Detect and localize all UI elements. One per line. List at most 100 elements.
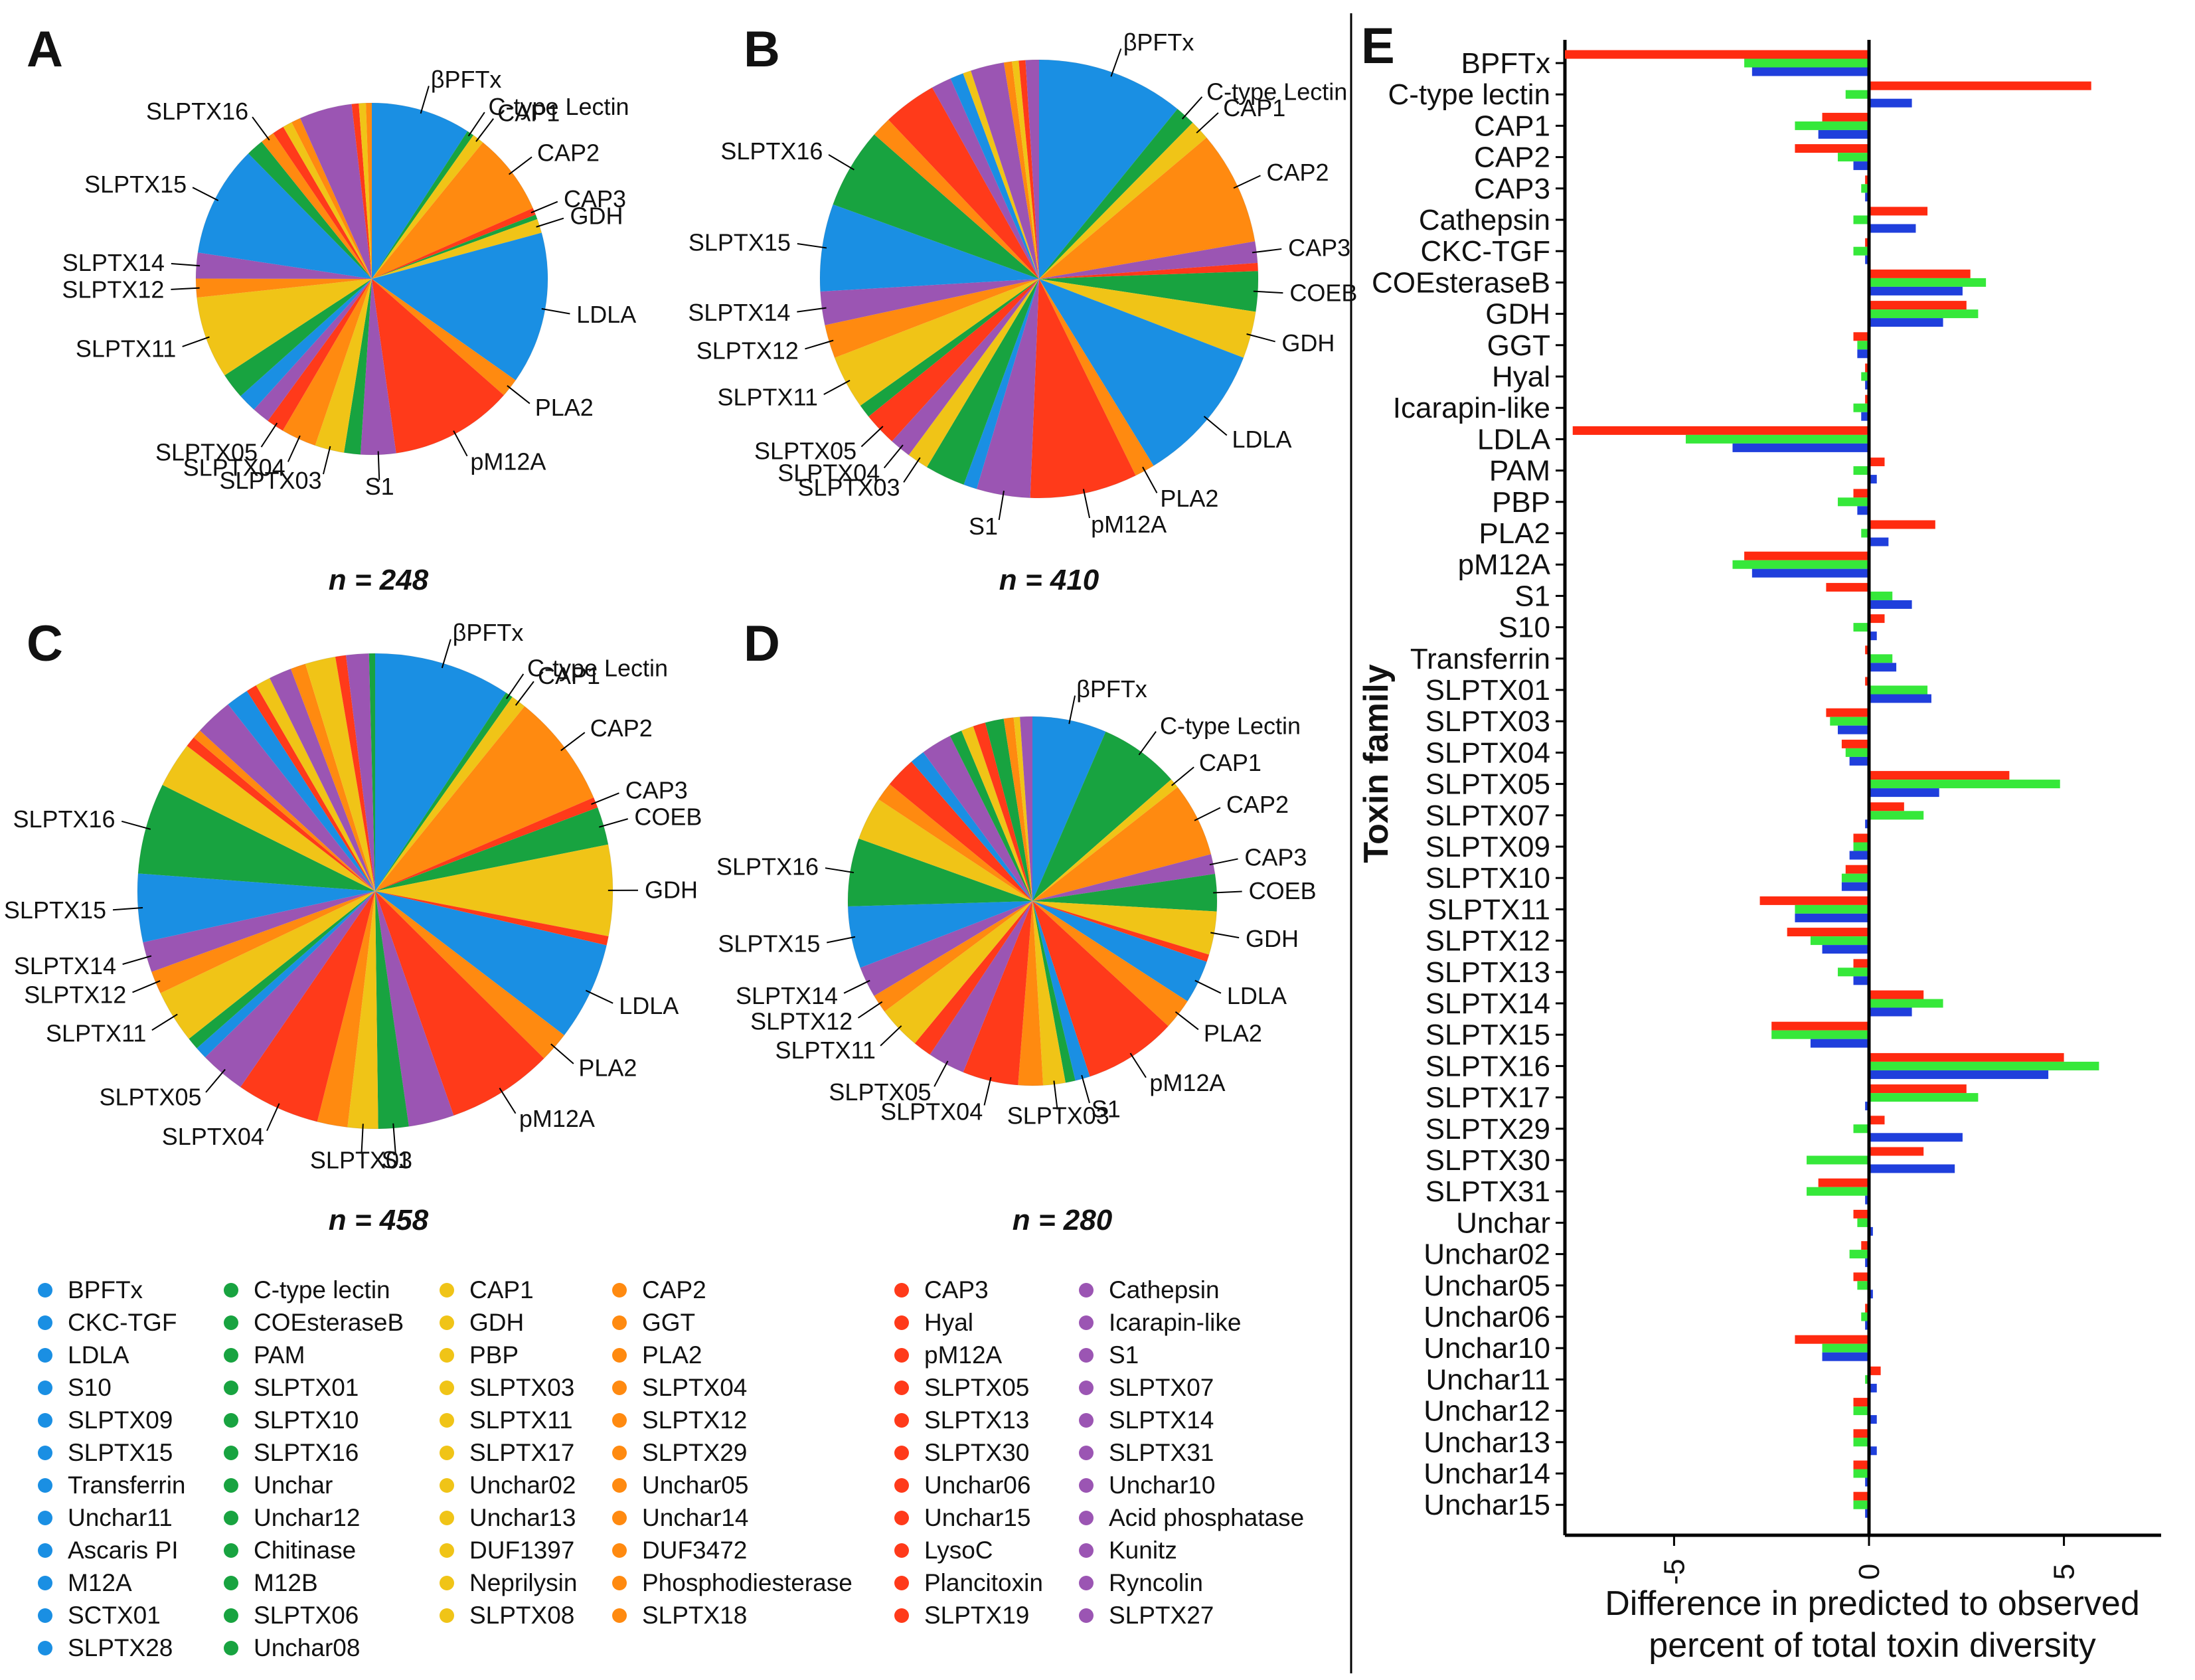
legend-item-slptx05: SLPTX05 [924, 1374, 1029, 1401]
pie-d-slice-s1 [1032, 901, 1090, 1081]
bar-blue-unchar15 [1865, 1509, 1869, 1518]
legend-swatch-c-type-lectin [224, 1283, 238, 1298]
legend-swatch-slptx13 [894, 1413, 909, 1428]
pie-b-slice-coeb [1039, 271, 1258, 312]
legend-swatch-slptx31 [1079, 1446, 1094, 1460]
pie-c-slice-pla2 [375, 891, 564, 1058]
pie-a [195, 102, 548, 456]
pie-a-leader-cap2 [508, 156, 532, 175]
bar-red-slptx11 [1759, 896, 1869, 905]
pie-d-leader-slptx14 [843, 979, 870, 994]
legend-column-green: C-type lectin COEsteraseB PAM SLPTX01 SLPTX1… [224, 1276, 404, 1661]
y-tick-label-c-type-lectin: C-type lectin [1388, 78, 1550, 111]
pie-b-leader-cap3 [1252, 248, 1282, 254]
pie-c-slice-unlabeled-27 [200, 704, 375, 891]
pie-b-slice-unlabeled-5 [1039, 262, 1258, 279]
bar-blue-slptx09 [1849, 851, 1869, 860]
pie-b-label-coeb: COEB [1289, 280, 1357, 307]
bar-green-pla2 [1861, 529, 1869, 538]
legend-swatch-unchar11 [38, 1511, 52, 1525]
pie-c-slice-pm12a [375, 891, 544, 1116]
pie-c-leader-ldla [585, 989, 613, 1004]
legend-item-unchar02: Unchar02 [469, 1471, 576, 1499]
pie-a-label-slptx05: SLPTX05 [155, 439, 258, 466]
pie-d-slice-cap2 [1032, 787, 1211, 901]
pie-b-outline [819, 59, 1259, 499]
pie-a-slice-unlabeled-25 [283, 122, 372, 279]
bar-blue-coesteraseb [1869, 286, 1963, 295]
pie-c-leader-pm12a [499, 1088, 517, 1114]
pie-c-slice-unlabeled-36 [368, 653, 375, 891]
legend-swatch-gdh [440, 1315, 454, 1330]
pie-a-label-slptx03: SLPTX03 [219, 467, 321, 494]
y-tick-label-slptx15: SLPTX15 [1425, 1019, 1550, 1051]
bar-green-slptx12 [1810, 936, 1869, 946]
pie-a-leader-c-type-lectin [467, 112, 485, 137]
pie-d-label-c-type-lectin: C-type Lectin [1160, 713, 1301, 740]
y-tick-label-slptx16: SLPTX16 [1425, 1050, 1550, 1082]
pie-c-label-slptx15: SLPTX15 [4, 896, 106, 924]
pie-a-label-slptx12: SLPTX12 [62, 276, 164, 303]
legend-item-unchar13: Unchar13 [469, 1504, 576, 1531]
bar-blue-slptx04 [1849, 756, 1869, 766]
pie-b-slice-pm12a [1030, 279, 1136, 498]
pie-d-slice-unlabeled-30 [973, 722, 1032, 901]
pie-d-slice-pm12a [1032, 901, 1169, 1077]
bar-blue-unchar13 [1869, 1446, 1877, 1456]
legend-item-hyal: Hyal [924, 1309, 973, 1336]
bar-green-ckc-tgf [1853, 246, 1869, 256]
pie-b-slice-slptx16 [833, 134, 1039, 279]
legend-item-acid-phosphatase: Acid phosphatase [1109, 1504, 1304, 1531]
pie-d-label-cap1: CAP1 [1199, 749, 1261, 776]
y-tick-label-unchar12: Unchar12 [1423, 1395, 1550, 1428]
bar-red-ldla [1572, 426, 1869, 435]
pie-a-label-cap1: CAP1 [497, 100, 560, 127]
legend-swatch-ckc-tgf [38, 1315, 52, 1330]
pie-b-leader-coeb [1253, 290, 1283, 294]
legend-item-unchar: Unchar [254, 1471, 333, 1499]
pie-a-slice-pftx [372, 103, 468, 279]
pie-d [847, 716, 1218, 1086]
pie-d-label-slptx11: SLPTX11 [775, 1037, 875, 1064]
pie-c-label-slptx04: SLPTX04 [162, 1123, 264, 1150]
pie-a-slice-slptx05 [268, 279, 372, 431]
legend-item-sctx01: SCTX01 [68, 1602, 161, 1629]
pie-a-leader-pftx [420, 86, 430, 114]
bar-red-slptx16 [1869, 1052, 2064, 1062]
pie-b-slice-unlabeled-27 [963, 70, 1039, 279]
pie-d-label-pftx: βPFTx [1076, 675, 1147, 703]
bar-green-unchar11 [1865, 1375, 1869, 1384]
bar-red-bpftx [1565, 50, 1869, 59]
pie-b-label-cap1: CAP1 [1223, 94, 1285, 122]
pie-b-label-gdh: GDH [1281, 329, 1335, 357]
pie-c-leader-slptx15 [112, 906, 143, 911]
legend-swatch-slptx14 [1079, 1413, 1094, 1428]
pie-c-slice-unlabeled-29 [246, 685, 375, 891]
y-tick-label-cap2: CAP2 [1474, 141, 1550, 174]
pie-b-slice-unlabeled-17 [860, 279, 1039, 417]
pie-a-slice-slptx15 [197, 153, 372, 279]
pie-b-slice-slptx03 [908, 279, 1039, 467]
pie-c-slice-unlabeled-17 [197, 891, 375, 1058]
pie-b-slice-unlabeled-13 [927, 279, 1039, 485]
pie-c-slice-unlabeled-11 [375, 891, 454, 1127]
pie-b-label-slptx16: SLPTX16 [720, 137, 823, 165]
x-tick-label-0: 0 [1853, 1564, 1886, 1580]
pie-d-slice-unlabeled-28 [949, 730, 1032, 901]
legend-swatch-slptx10 [224, 1413, 238, 1428]
legend-item-icarapin-like: Icarapin-like [1109, 1309, 1241, 1336]
y-tick-label-slptx04: SLPTX04 [1425, 736, 1550, 769]
bar-green-slptx07 [1869, 811, 1924, 820]
legend-swatch-cathepsin [1079, 1283, 1094, 1298]
pie-b-label-pla2: PLA2 [1160, 485, 1218, 512]
pie-d-slice-slptx05 [930, 901, 1032, 1072]
pie-a-slice-pm12a [372, 279, 504, 454]
pie-b-leader-slptx15 [797, 243, 827, 249]
pie-b-slice-s1 [976, 279, 1039, 498]
bar-red-pm12a [1744, 551, 1869, 560]
x-tick-label-5: -5 [1658, 1558, 1690, 1584]
legend-item-slptx17: SLPTX17 [469, 1439, 574, 1466]
bar-red-slptx12 [1787, 928, 1869, 937]
n-label-a: n = 248 [329, 564, 429, 596]
